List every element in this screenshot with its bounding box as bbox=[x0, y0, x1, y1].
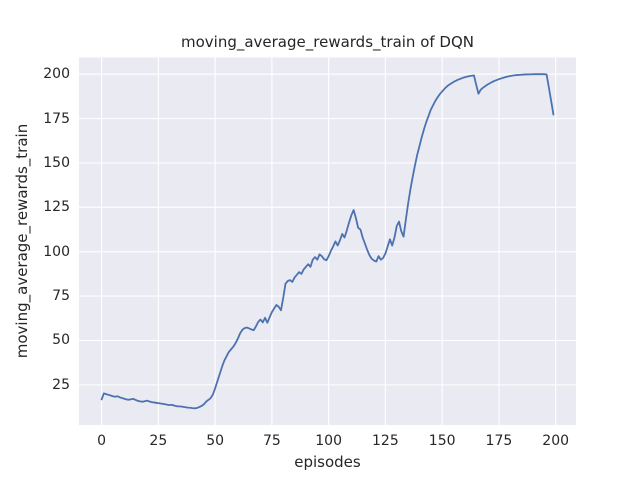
y-tick-label: 50 bbox=[52, 332, 70, 349]
y-tick-label: 75 bbox=[52, 288, 70, 305]
y-tick-label: 125 bbox=[43, 199, 70, 216]
x-tick-label: 175 bbox=[485, 433, 513, 449]
x-tick-label: 100 bbox=[315, 433, 342, 449]
x-tick-label: 125 bbox=[372, 433, 399, 449]
plot-background bbox=[79, 57, 576, 425]
y-tick-label: 150 bbox=[43, 154, 70, 171]
x-tick-label: 150 bbox=[428, 433, 456, 449]
y-tick-label: 175 bbox=[43, 110, 70, 127]
x-tick-label: 75 bbox=[262, 433, 281, 449]
y-tick-label: 25 bbox=[52, 376, 70, 393]
x-tick-label: 50 bbox=[206, 433, 225, 449]
x-tick-label: 200 bbox=[542, 433, 570, 449]
y-tick-label: 100 bbox=[43, 243, 70, 260]
x-axis-label: episodes bbox=[294, 453, 361, 471]
y-tick-label: 200 bbox=[43, 66, 70, 83]
y-axis-label: moving_average_rewards_train bbox=[13, 123, 31, 359]
x-tick-label: 25 bbox=[149, 433, 168, 449]
chart-title: moving_average_rewards_train of DQN bbox=[180, 33, 475, 51]
x-tick-label: 0 bbox=[97, 433, 107, 449]
data-line bbox=[100, 73, 555, 410]
